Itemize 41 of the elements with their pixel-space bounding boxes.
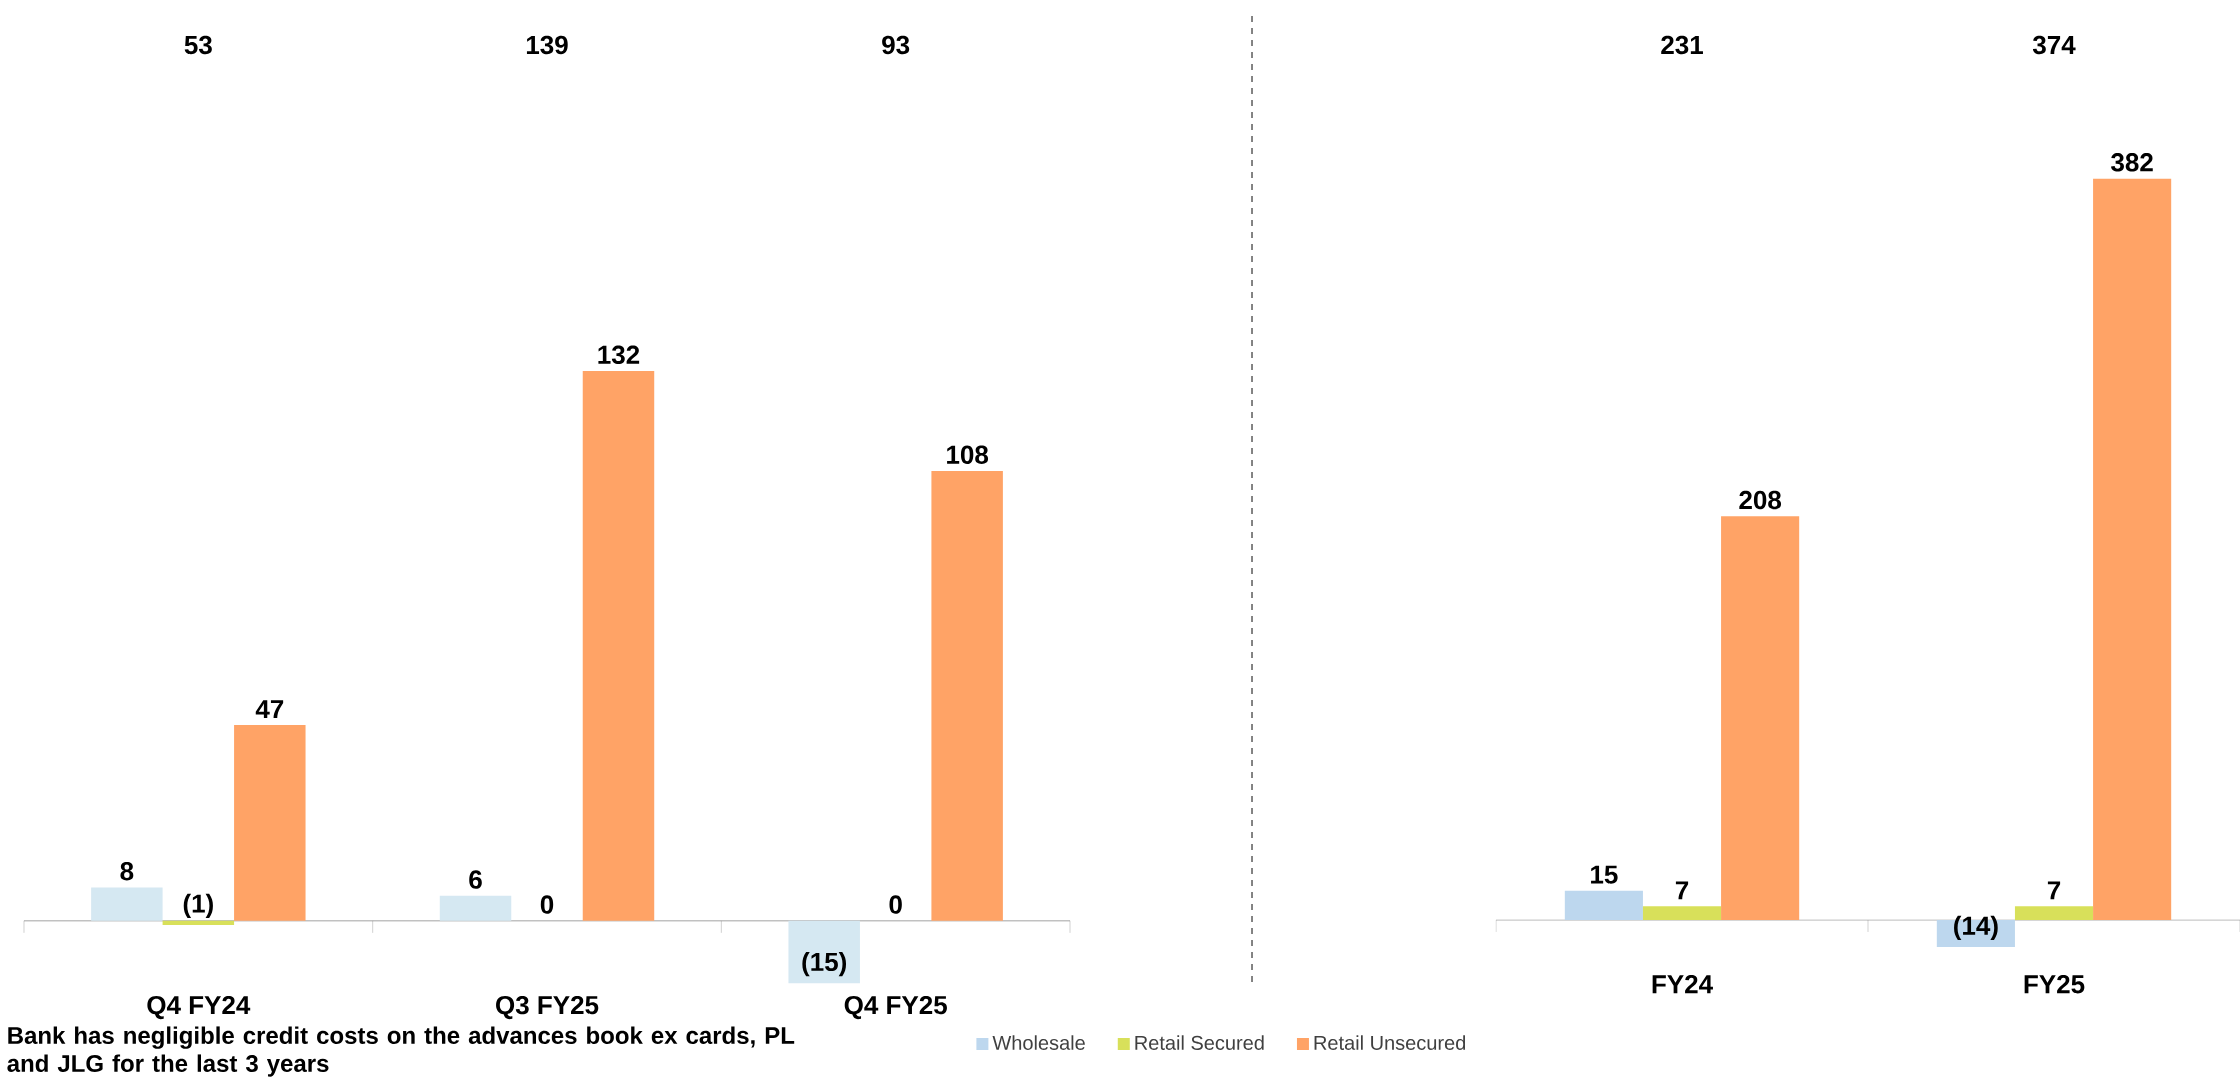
data-label: 108 [947,445,989,464]
data-label: 382 [2111,153,2153,172]
legend-label: Wholesale [992,1035,1085,1050]
data-label: (14) [1954,915,1998,941]
x-tick-label: FY24 [1652,975,1713,994]
data-label: 8 [120,862,134,881]
text: 231 [1661,35,1703,55]
text: 139 [526,35,568,55]
data-label: 15 [1591,865,1618,884]
data-label: (1) [183,893,213,918]
legend-label: Retail Secured [1135,1035,1264,1050]
bar [931,471,1003,921]
data-label: 0 [540,895,554,914]
bar [162,920,235,925]
x-tick-label: FY25 [2024,975,2085,994]
text: 374 [2032,35,2076,55]
bar [1642,906,1722,920]
data-label: 208 [1739,490,1782,510]
bar [2014,906,2094,920]
bar [234,725,306,921]
bar [788,920,860,984]
x-tick-label: Q3 FY25 [496,995,599,1020]
bar [582,371,655,921]
text: Bank has negligible credit costs on the advances book ex cards, PL and JLG for the last 3 years [7,1026,795,1077]
bar [91,887,163,921]
data-label: 0 [889,895,902,914]
data-label: 7 [1675,881,1689,900]
x-tick-label: Q4 FY25 [844,995,947,1020]
bar [2093,178,2172,920]
bar [439,895,512,921]
text: 93 [882,35,910,55]
data-label: (15) [802,951,847,977]
legend-label: Retail Unsecured [1314,1035,1466,1050]
data-label: 47 [255,700,284,719]
bar [1721,516,1800,920]
data-label: 6 [469,870,482,889]
x-tick-label: Q4 FY24 [147,995,251,1020]
data-label: 132 [598,345,640,364]
bar [1564,890,1643,920]
text: 53 [184,35,212,55]
data-label: 7 [2047,881,2061,900]
